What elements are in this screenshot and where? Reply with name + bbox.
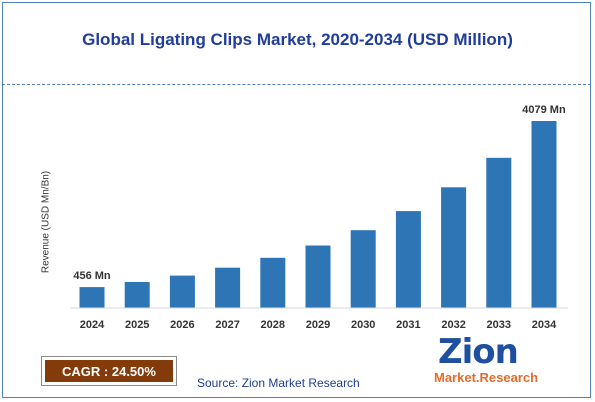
bar-2031 — [395, 211, 421, 308]
x-tick-label: 2025 — [125, 319, 149, 331]
chart-title: Global Ligating Clips Market, 2020-2034 … — [82, 30, 513, 49]
divider-line — [2, 84, 591, 85]
bar-2025 — [124, 282, 150, 308]
cagr-label: CAGR : 24.50% — [45, 360, 173, 382]
x-tick-label: 2029 — [306, 319, 330, 331]
bar-2028 — [260, 257, 286, 308]
bar-2024 — [79, 287, 105, 308]
bar-2032 — [441, 187, 467, 308]
bar-2027 — [215, 267, 241, 308]
x-tick-label: 2026 — [170, 319, 194, 331]
x-tick-label: 2028 — [261, 319, 285, 331]
x-tick-label: 2033 — [487, 319, 511, 331]
source-note: Source: Zion Market Research — [197, 376, 360, 390]
zion-logo: Zion Market.Research — [432, 332, 550, 390]
x-tick-label: 2031 — [396, 319, 420, 331]
x-tick-label: 2034 — [532, 319, 557, 331]
x-tick-label: 2032 — [441, 319, 465, 331]
x-tick-label: 2024 — [80, 319, 105, 331]
bar-2029 — [305, 245, 331, 308]
data-label: 4079 Mn — [522, 104, 566, 116]
logo-word: Zion — [438, 332, 519, 372]
bar-2033 — [486, 157, 512, 308]
cagr-badge: CAGR : 24.50% — [41, 356, 177, 386]
data-label: 456 Mn — [73, 270, 111, 282]
bar-2030 — [350, 230, 376, 308]
bar-2034 — [531, 121, 557, 308]
x-tick-label: 2030 — [351, 319, 375, 331]
bar-2026 — [169, 275, 195, 308]
logo-subtext: Market.Research — [434, 370, 539, 385]
x-tick-label: 2027 — [215, 319, 239, 331]
